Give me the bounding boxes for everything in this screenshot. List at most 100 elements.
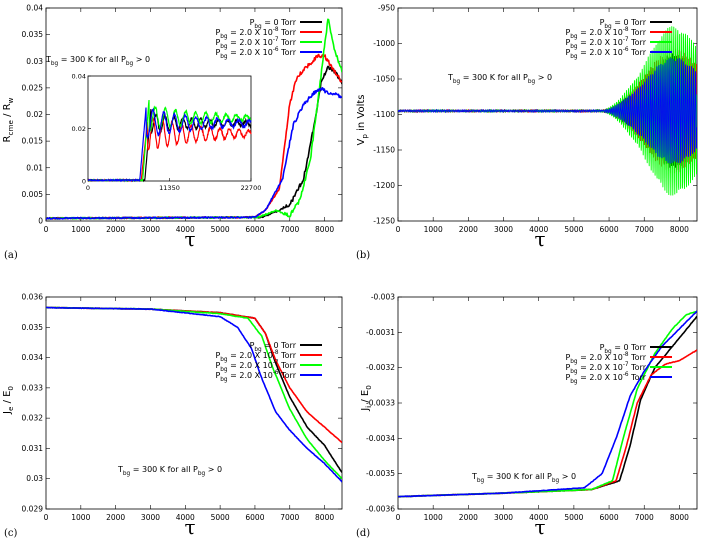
x-tick-label: 3000 — [141, 513, 160, 522]
x-tick-label: 1000 — [71, 225, 90, 234]
legend-label: Pbg = 2.0 X 10-8 Torr — [215, 27, 296, 40]
svg-text:Vp in Volts: Vp in Volts — [356, 95, 369, 146]
x-tick-label: 8000 — [315, 225, 334, 234]
panel-label: (c) — [4, 528, 18, 539]
y-tick-label: -1100 — [373, 110, 395, 119]
x-tick-label: 2000 — [106, 225, 125, 234]
x-tick-label: 6000 — [600, 513, 619, 522]
y-tick-label: 0.031 — [22, 444, 44, 453]
y-tick-label: -1000 — [373, 39, 395, 48]
x-tick-label: 0 — [396, 513, 401, 522]
x-tick-label: 4000 — [176, 225, 195, 234]
y-tick-label: -0.0035 — [366, 469, 395, 478]
series-line — [46, 306, 342, 480]
y-axis-label: Ji / E0 — [360, 385, 373, 412]
x-tick-label: 5000 — [564, 513, 583, 522]
x-tick-label: 7000 — [635, 513, 654, 522]
inset-y-tick-label: 0 — [82, 178, 86, 186]
y-tick-label: -0.003 — [371, 293, 395, 302]
x-tick-label: 6000 — [600, 225, 619, 234]
series-line — [46, 306, 342, 483]
x-tick-label: 1000 — [71, 513, 90, 522]
x-tick-label: 3000 — [494, 513, 513, 522]
legend-label: Pbg = 2.0 X 10-6 Torr — [565, 372, 646, 385]
x-tick-label: 2000 — [459, 513, 478, 522]
inset-x-tick-label: 11350 — [159, 184, 180, 192]
y-tick-label: -0.0032 — [366, 363, 395, 372]
y-tick-label: 0.035 — [22, 323, 44, 332]
x-tick-label: 2000 — [106, 513, 125, 522]
x-tick-label: 2000 — [459, 225, 478, 234]
x-tick-label: 1000 — [424, 513, 443, 522]
x-tick-label: 6000 — [245, 225, 264, 234]
x-tick-label: 3000 — [494, 225, 513, 234]
y-tick-label: 0.04 — [26, 4, 43, 13]
series-line — [46, 306, 342, 473]
x-tick-label: 5000 — [564, 225, 583, 234]
legend-label: Pbg = 2.0 X 10-7 Torr — [215, 360, 296, 373]
x-tick-label: 7000 — [280, 225, 299, 234]
x-tick-label: 1000 — [424, 225, 443, 234]
x-tick-label: 4000 — [529, 225, 548, 234]
y-tick-label: 0.03 — [26, 474, 43, 483]
panel-d: 0 1000 2000 3000 4000 5000 6000 7000 8000 -0.003 -… — [356, 293, 698, 539]
legend-label: Pbg = 0 Torr — [250, 18, 297, 30]
x-tick-label: 0 — [44, 225, 49, 234]
panel-b: 0 1000 2000 3000 4000 5000 6000 7000 8000 -950 -10… — [356, 4, 698, 261]
x-tick-label: 4000 — [529, 513, 548, 522]
x-axis-label: τ — [534, 515, 545, 539]
series-line — [398, 57, 697, 164]
x-tick-label: 7000 — [635, 225, 654, 234]
legend-label: Pbg = 0 Torr — [250, 341, 297, 353]
panel-label: (d) — [356, 528, 370, 539]
x-tick-label: 5000 — [211, 225, 230, 234]
x-tick-label: 0 — [44, 513, 49, 522]
y-tick-label: 0.015 — [22, 137, 44, 146]
svg-text:Je / E0: Je / E0 — [2, 386, 15, 415]
y-tick-label: 0.032 — [22, 414, 44, 423]
y-axis-label: Rcme / Rw — [2, 97, 15, 142]
y-tick-label: 0.035 — [22, 30, 44, 39]
svg-text:Ji / E0: Ji / E0 — [360, 385, 373, 412]
y-axis-label: Vp in Volts — [356, 95, 369, 146]
inset-x-tick-label: 22700 — [241, 184, 262, 192]
panel-a: 0 1000 2000 3000 4000 5000 6000 7000 8000 0 0.005 0… — [2, 4, 343, 261]
panel-label: (a) — [4, 250, 18, 261]
inset-frame — [87, 75, 252, 182]
y-tick-label: -1200 — [373, 181, 395, 190]
series-line — [46, 87, 342, 220]
legend-label: Pbg = 2.0 X 10-8 Torr — [215, 350, 296, 363]
y-tick-label: 0.03 — [26, 57, 43, 66]
y-tick-label: 0.034 — [22, 353, 44, 362]
y-tick-label: 0.036 — [22, 293, 44, 302]
y-tick-label: 0.029 — [22, 505, 44, 514]
panel-c: 0 1000 2000 3000 4000 5000 6000 7000 8000 0.029 0.… — [2, 293, 343, 539]
legend-label: Pbg = 2.0 X 10-7 Torr — [565, 37, 646, 50]
y-tick-label: 0 — [38, 217, 43, 226]
y-tick-label: -0.0031 — [366, 328, 395, 337]
inset-y-tick-label: 0.02 — [72, 125, 86, 133]
legend-label: Pbg = 2.0 X 10-6 Torr — [215, 47, 296, 60]
panel-label: (b) — [356, 250, 370, 261]
series-line — [398, 310, 697, 498]
x-tick-label: 8000 — [315, 513, 334, 522]
series-line — [398, 315, 697, 498]
y-tick-label: -0.0036 — [366, 505, 395, 514]
annotation: Tbg = 300 K for all Pbg > 0 — [45, 55, 150, 67]
y-tick-label: -0.0034 — [366, 434, 395, 443]
y-tick-label: 0.02 — [26, 110, 43, 119]
y-tick-label: 0.01 — [26, 163, 43, 172]
y-tick-label: 0.033 — [22, 383, 44, 392]
series-line — [398, 310, 697, 498]
annotation: Tbg = 300 K for all Pbg > 0 — [471, 472, 576, 484]
x-axis-label: τ — [184, 515, 195, 539]
x-tick-label: 3000 — [141, 225, 160, 234]
legend-label: Pbg = 0 Torr — [600, 18, 647, 30]
annotation: Tbg = 300 K for all Pbg > 0 — [117, 465, 222, 477]
y-tick-label: 0.005 — [22, 190, 44, 199]
legend-label: Pbg = 2.0 X 10-8 Torr — [565, 27, 646, 40]
